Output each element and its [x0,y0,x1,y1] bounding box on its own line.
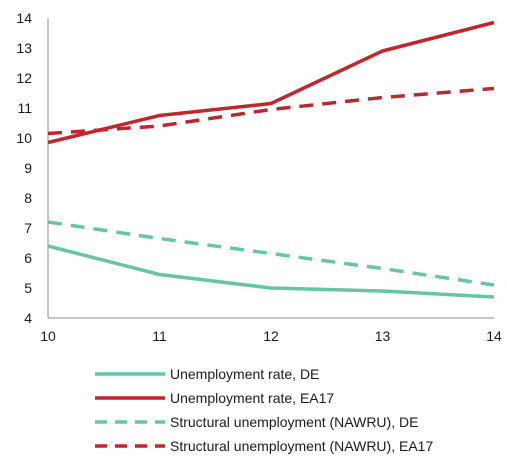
y-tick-label: 8 [24,190,32,206]
series-line-3 [47,86,495,136]
y-tick-label: 13 [16,40,32,56]
series-line-2 [47,220,495,287]
y-tick-label: 7 [24,220,32,236]
y-tick-label: 5 [24,280,32,296]
x-axis-ticks: 10 11 12 13 14 [40,328,502,344]
line-chart: 4 5 6 7 8 9 10 11 12 13 14 10 11 12 13 14 [16,10,502,344]
legend-swatch-solid-green [95,372,165,376]
x-tick-label: 10 [40,328,56,344]
legend-swatch-dashed-red [95,444,165,448]
legend: Unemployment rate, DE Unemployment rate,… [95,362,433,458]
series-lines [47,20,495,299]
series-line-0 [47,244,495,299]
legend-swatch-dashed-green [95,420,165,424]
x-tick-label: 13 [375,328,391,344]
y-tick-label: 9 [24,160,32,176]
y-tick-label: 4 [24,310,32,326]
x-tick-label: 11 [152,328,167,344]
legend-item-nawru-ea17: Structural unemployment (NAWRU), EA17 [95,434,433,458]
legend-item-nawru-de: Structural unemployment (NAWRU), DE [95,410,433,434]
legend-label: Structural unemployment (NAWRU), DE [170,414,419,430]
legend-item-unemployment-ea17: Unemployment rate, EA17 [95,386,433,410]
y-tick-label: 11 [17,100,32,116]
y-tick-label: 12 [16,70,32,86]
y-tick-label: 10 [16,130,32,146]
x-tick-label: 14 [486,328,502,344]
legend-label: Unemployment rate, EA17 [170,390,335,406]
x-tick-label: 12 [263,328,279,344]
y-tick-label: 6 [24,250,32,266]
y-axis-ticks: 4 5 6 7 8 9 10 11 12 13 14 [16,10,32,326]
legend-label: Unemployment rate, DE [170,366,320,382]
y-tick-label: 14 [16,10,32,26]
legend-item-unemployment-de: Unemployment rate, DE [95,362,433,386]
legend-label: Structural unemployment (NAWRU), EA17 [170,438,434,454]
series-line-1 [47,20,495,145]
legend-swatch-solid-red [95,396,165,400]
